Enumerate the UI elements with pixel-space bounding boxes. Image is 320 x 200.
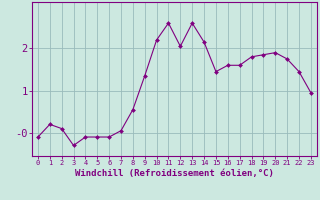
X-axis label: Windchill (Refroidissement éolien,°C): Windchill (Refroidissement éolien,°C): [75, 169, 274, 178]
